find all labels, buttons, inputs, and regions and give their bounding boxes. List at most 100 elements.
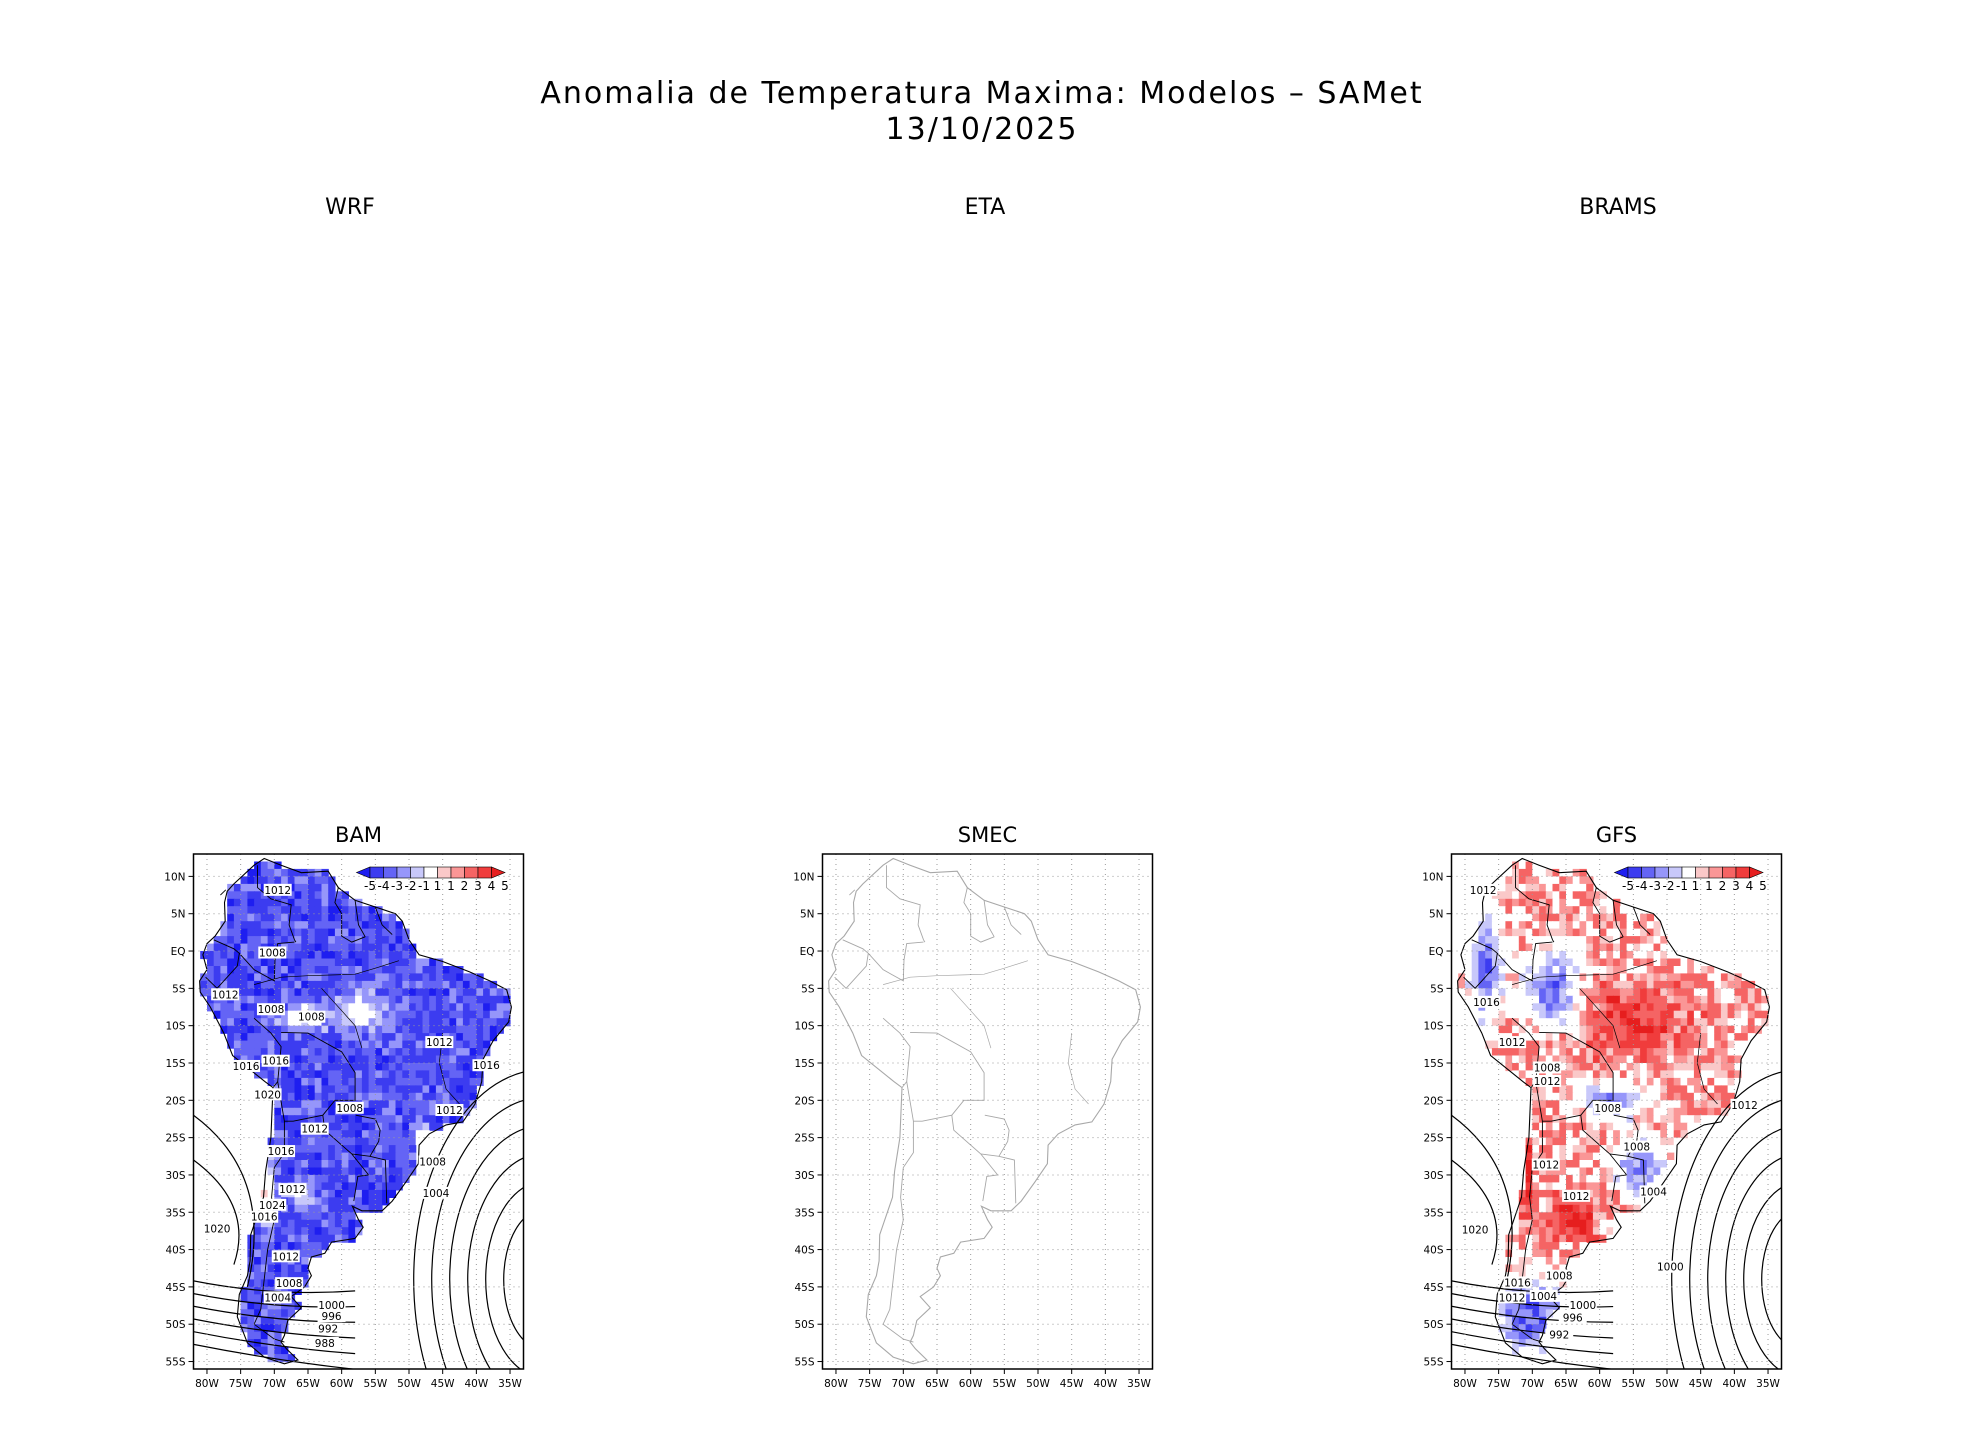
anomaly-cell xyxy=(213,936,221,945)
anomaly-cell xyxy=(1660,958,1668,967)
anomaly-cell xyxy=(328,1130,336,1139)
anomaly-cell xyxy=(368,1130,376,1139)
anomaly-cell xyxy=(301,1040,309,1049)
anomaly-cell xyxy=(260,1339,269,1348)
anomaly-cell xyxy=(227,906,235,915)
isobar-label: 1000 xyxy=(1568,1298,1597,1312)
anomaly-cell xyxy=(1485,1018,1493,1027)
anomaly-cell xyxy=(476,1003,484,1012)
lon-tick-label: 45W xyxy=(1060,1378,1084,1390)
anomaly-cell xyxy=(361,1122,370,1131)
anomaly-cell xyxy=(1653,966,1661,975)
anomaly-cell xyxy=(1498,898,1506,907)
anomaly-cell xyxy=(247,988,255,997)
anomaly-cell xyxy=(328,1145,336,1154)
anomaly-cell xyxy=(402,995,410,1004)
anomaly-cell xyxy=(1566,1107,1574,1116)
anomaly-cell xyxy=(334,906,343,915)
anomaly-cell xyxy=(254,988,262,997)
anomaly-cell xyxy=(308,1040,316,1049)
anomaly-cell xyxy=(1491,1010,1500,1019)
anomaly-cell xyxy=(1653,1003,1661,1012)
anomaly-cell xyxy=(1606,1174,1614,1183)
anomaly-cell xyxy=(1667,1145,1675,1154)
anomaly-cell xyxy=(1566,1063,1574,1072)
anomaly-cell xyxy=(1539,1033,1547,1042)
anomaly-cell xyxy=(1572,1085,1580,1094)
anomaly-cell xyxy=(382,1197,390,1206)
anomaly-cell xyxy=(1545,1003,1554,1012)
anomaly-cell xyxy=(375,1182,383,1191)
anomaly-cell xyxy=(267,1346,275,1355)
anomaly-cell xyxy=(247,1055,255,1064)
anomaly-cell xyxy=(240,1286,248,1295)
anomaly-cell xyxy=(301,1167,309,1176)
anomaly-cell xyxy=(328,883,336,892)
anomaly-cell xyxy=(1498,973,1506,982)
anomaly-cell xyxy=(382,1137,390,1146)
anomaly-cell xyxy=(321,1070,329,1079)
anomaly-cell xyxy=(368,995,376,1004)
anomaly-cell xyxy=(1465,988,1473,997)
anomaly-cell xyxy=(1465,973,1473,982)
anomaly-cell xyxy=(267,1137,275,1146)
anomaly-cell xyxy=(496,995,504,1004)
anomaly-cell xyxy=(1687,1085,1695,1094)
isobar-label-text: 1008 xyxy=(298,1012,325,1024)
anomaly-cell xyxy=(1559,1234,1567,1243)
anomaly-cell xyxy=(1505,876,1513,885)
anomaly-cell xyxy=(1586,936,1594,945)
anomaly-cell xyxy=(200,980,208,989)
anomaly-cell xyxy=(1667,1130,1675,1139)
anomaly-cell xyxy=(1626,943,1634,952)
anomaly-cell xyxy=(1559,928,1567,937)
anomaly-cell xyxy=(361,951,370,960)
anomaly-cell xyxy=(1572,1182,1580,1191)
anomaly-cell xyxy=(1512,1264,1520,1273)
anomaly-cell xyxy=(1599,1063,1607,1072)
anomaly-cell xyxy=(1673,1033,1681,1042)
anomaly-cell xyxy=(1572,1219,1580,1228)
anomaly-cell xyxy=(1660,1070,1668,1079)
anomaly-cell xyxy=(395,988,403,997)
lon-tick-label: 80W xyxy=(824,1378,848,1390)
anomaly-cell xyxy=(287,1160,296,1169)
anomaly-cell xyxy=(375,1152,383,1161)
anomaly-cell xyxy=(1720,1055,1729,1064)
anomaly-cell xyxy=(1545,1197,1554,1206)
isobar-label: 1012 xyxy=(278,1183,307,1196)
anomaly-cell xyxy=(1532,1197,1540,1206)
anomaly-cell xyxy=(409,951,417,960)
anomaly-cell xyxy=(294,943,302,952)
anomaly-cell xyxy=(308,921,316,930)
colorbar-tick-label: 3 xyxy=(474,879,482,893)
anomaly-cell xyxy=(462,1107,471,1116)
anomaly-cell xyxy=(281,995,289,1004)
anomaly-cell xyxy=(254,995,262,1004)
anomaly-cell xyxy=(409,1025,417,1034)
anomaly-cell xyxy=(287,1107,296,1116)
anomaly-cell xyxy=(1552,1242,1560,1251)
isobar-label-bg xyxy=(418,1155,447,1168)
anomaly-cell xyxy=(415,1033,423,1042)
anomaly-cell xyxy=(1653,1174,1661,1183)
anomaly-cell xyxy=(395,1085,403,1094)
lon-tick-label: 40W xyxy=(464,1378,488,1390)
anomaly-cell xyxy=(1653,1152,1661,1161)
anomaly-cell xyxy=(382,1025,390,1034)
anomaly-cell xyxy=(1566,921,1574,930)
anomaly-cell xyxy=(287,1048,296,1057)
anomaly-cell xyxy=(1592,1063,1601,1072)
anomaly-cell xyxy=(254,1234,262,1243)
anomaly-cell xyxy=(429,1055,437,1064)
anomaly-cell xyxy=(1566,1003,1574,1012)
anomaly-cell xyxy=(207,958,215,967)
anomaly-cell xyxy=(287,876,296,885)
anomaly-cell xyxy=(375,1040,383,1049)
anomaly-cell xyxy=(334,1055,343,1064)
anomaly-cell xyxy=(348,1025,356,1034)
anomaly-cell xyxy=(1539,1040,1547,1049)
isobar-label-text: 1012 xyxy=(1499,1037,1526,1049)
anomaly-cell xyxy=(1619,1122,1628,1131)
anomaly-cell xyxy=(281,1219,289,1228)
